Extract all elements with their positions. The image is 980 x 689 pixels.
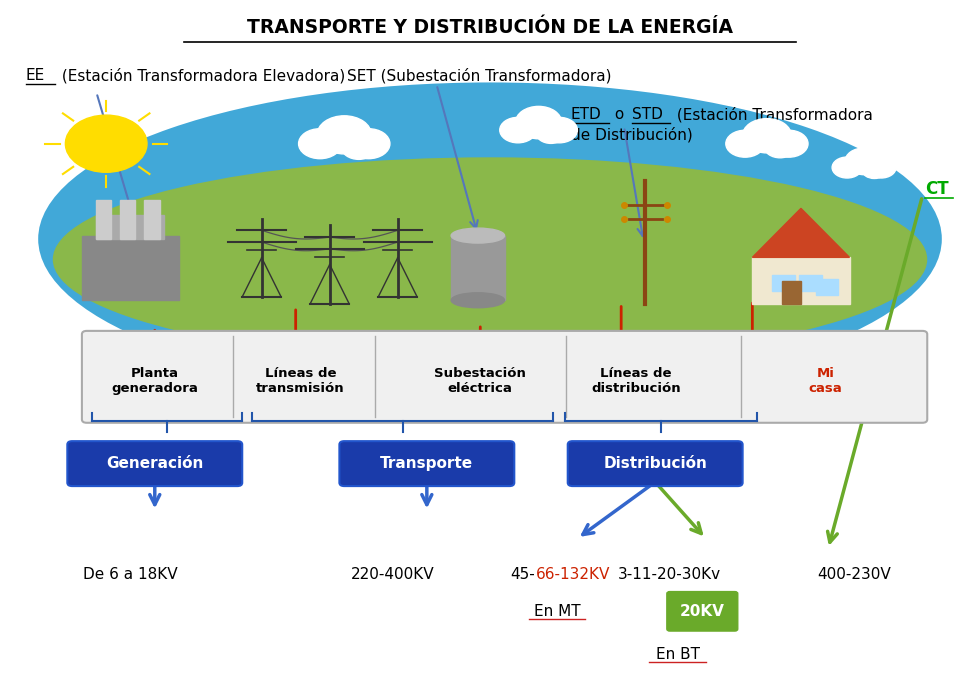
Text: CT: CT	[925, 181, 949, 198]
Text: Líneas de
transmisión: Líneas de transmisión	[256, 367, 345, 395]
Text: de Distribución): de Distribución)	[570, 127, 693, 143]
Text: Planta
generadora: Planta generadora	[112, 367, 198, 395]
Circle shape	[862, 161, 887, 178]
Bar	[753, 258, 850, 304]
FancyBboxPatch shape	[666, 592, 738, 631]
Text: STD: STD	[632, 107, 662, 122]
Circle shape	[743, 119, 792, 153]
Circle shape	[299, 129, 341, 158]
Bar	[144, 200, 160, 239]
Bar	[816, 279, 838, 296]
FancyBboxPatch shape	[82, 331, 927, 423]
Polygon shape	[753, 208, 850, 258]
Text: EE: EE	[25, 68, 45, 83]
Text: 20KV: 20KV	[680, 604, 725, 619]
Circle shape	[341, 135, 376, 159]
Text: (Estación Transformadora Elevadora): (Estación Transformadora Elevadora)	[57, 68, 345, 83]
Text: En MT: En MT	[534, 604, 580, 619]
Circle shape	[541, 117, 577, 143]
Circle shape	[318, 116, 371, 154]
Bar	[120, 200, 135, 239]
Text: De 6 a 18KV: De 6 a 18KV	[83, 567, 177, 582]
Ellipse shape	[451, 293, 505, 308]
Text: ETD: ETD	[570, 107, 602, 122]
Text: Líneas de
distribución: Líneas de distribución	[591, 367, 680, 395]
Bar	[772, 275, 795, 291]
Bar	[95, 200, 111, 239]
Text: Mi
casa: Mi casa	[808, 367, 842, 395]
Ellipse shape	[451, 228, 505, 243]
Text: 220-400KV: 220-400KV	[351, 567, 435, 582]
Ellipse shape	[53, 157, 927, 362]
FancyBboxPatch shape	[567, 441, 743, 486]
Bar	[781, 281, 801, 304]
Circle shape	[347, 129, 390, 158]
Text: TRANSPORTE Y DISTRIBUCIÓN DE LA ENERGÍA: TRANSPORTE Y DISTRIBUCIÓN DE LA ENERGÍA	[247, 19, 733, 37]
Bar	[82, 236, 179, 300]
Text: Generación: Generación	[106, 456, 204, 471]
Circle shape	[764, 136, 796, 158]
Text: (Estación Transformadora: (Estación Transformadora	[671, 107, 872, 122]
Text: 45-: 45-	[510, 567, 535, 582]
Bar	[799, 275, 822, 291]
Text: 400-230V: 400-230V	[817, 567, 891, 582]
Ellipse shape	[38, 83, 942, 395]
Text: SET (Subestación Transformadora): SET (Subestación Transformadora)	[347, 68, 612, 83]
Text: En BT: En BT	[656, 648, 700, 662]
Circle shape	[769, 130, 808, 157]
Circle shape	[66, 115, 147, 172]
Text: 3-11-20-30Kv: 3-11-20-30Kv	[618, 567, 721, 582]
Text: o: o	[611, 107, 629, 122]
FancyBboxPatch shape	[339, 441, 514, 486]
Text: Subestación
eléctrica: Subestación eléctrica	[434, 367, 526, 395]
Circle shape	[515, 106, 562, 138]
Text: 66-132KV: 66-132KV	[536, 567, 610, 582]
FancyBboxPatch shape	[68, 441, 242, 486]
Circle shape	[536, 123, 565, 143]
Circle shape	[500, 117, 536, 143]
Text: Transporte: Transporte	[380, 456, 473, 471]
Circle shape	[845, 148, 883, 175]
Text: Distribución: Distribución	[604, 456, 708, 471]
Circle shape	[726, 130, 764, 157]
Bar	[451, 236, 505, 300]
Bar	[96, 215, 165, 239]
Circle shape	[866, 157, 896, 178]
Circle shape	[832, 157, 862, 178]
